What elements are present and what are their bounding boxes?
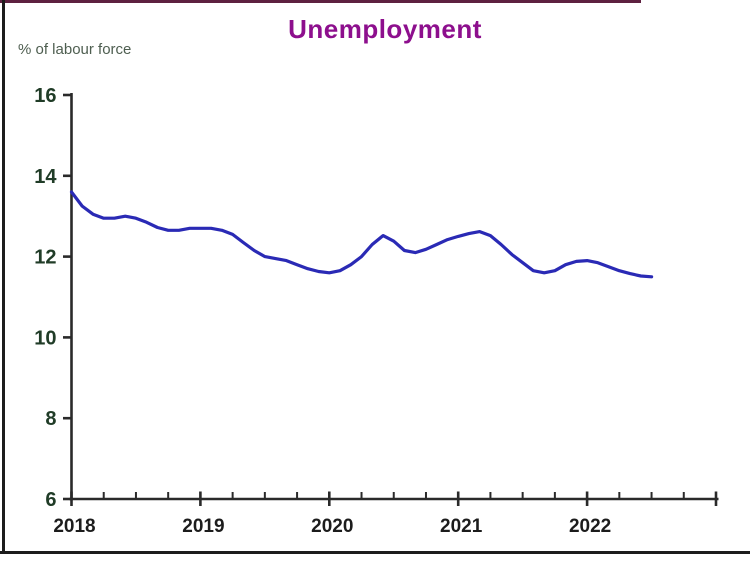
x-tick-label: 2021	[440, 516, 483, 537]
y-tick-label: 12	[34, 247, 56, 269]
y-tick-label: 14	[34, 166, 57, 188]
left-border-rule	[2, 0, 5, 553]
y-tick-label: 6	[45, 489, 56, 511]
chart-title: Unemployment	[288, 14, 482, 44]
x-tick-label: 2019	[182, 516, 224, 537]
y-tick-label: 8	[45, 408, 56, 430]
y-axis-unit-label: % of labour force	[18, 41, 131, 58]
y-axis-ticks: 6 8 10 12 14 16	[34, 85, 72, 511]
x-axis-ticks: 2018 2019 2020 2021 2022	[53, 491, 718, 537]
top-border-rule	[0, 0, 641, 3]
unemployment-line	[69, 190, 654, 279]
x-tick-label: 2020	[311, 516, 353, 537]
y-tick-label: 16	[34, 85, 56, 107]
x-tick-label: 2018	[53, 516, 95, 537]
x-tick-label: 2022	[569, 516, 611, 537]
bottom-border-rule	[0, 551, 750, 554]
y-tick-label: 10	[34, 327, 56, 349]
axes	[69, 93, 719, 501]
